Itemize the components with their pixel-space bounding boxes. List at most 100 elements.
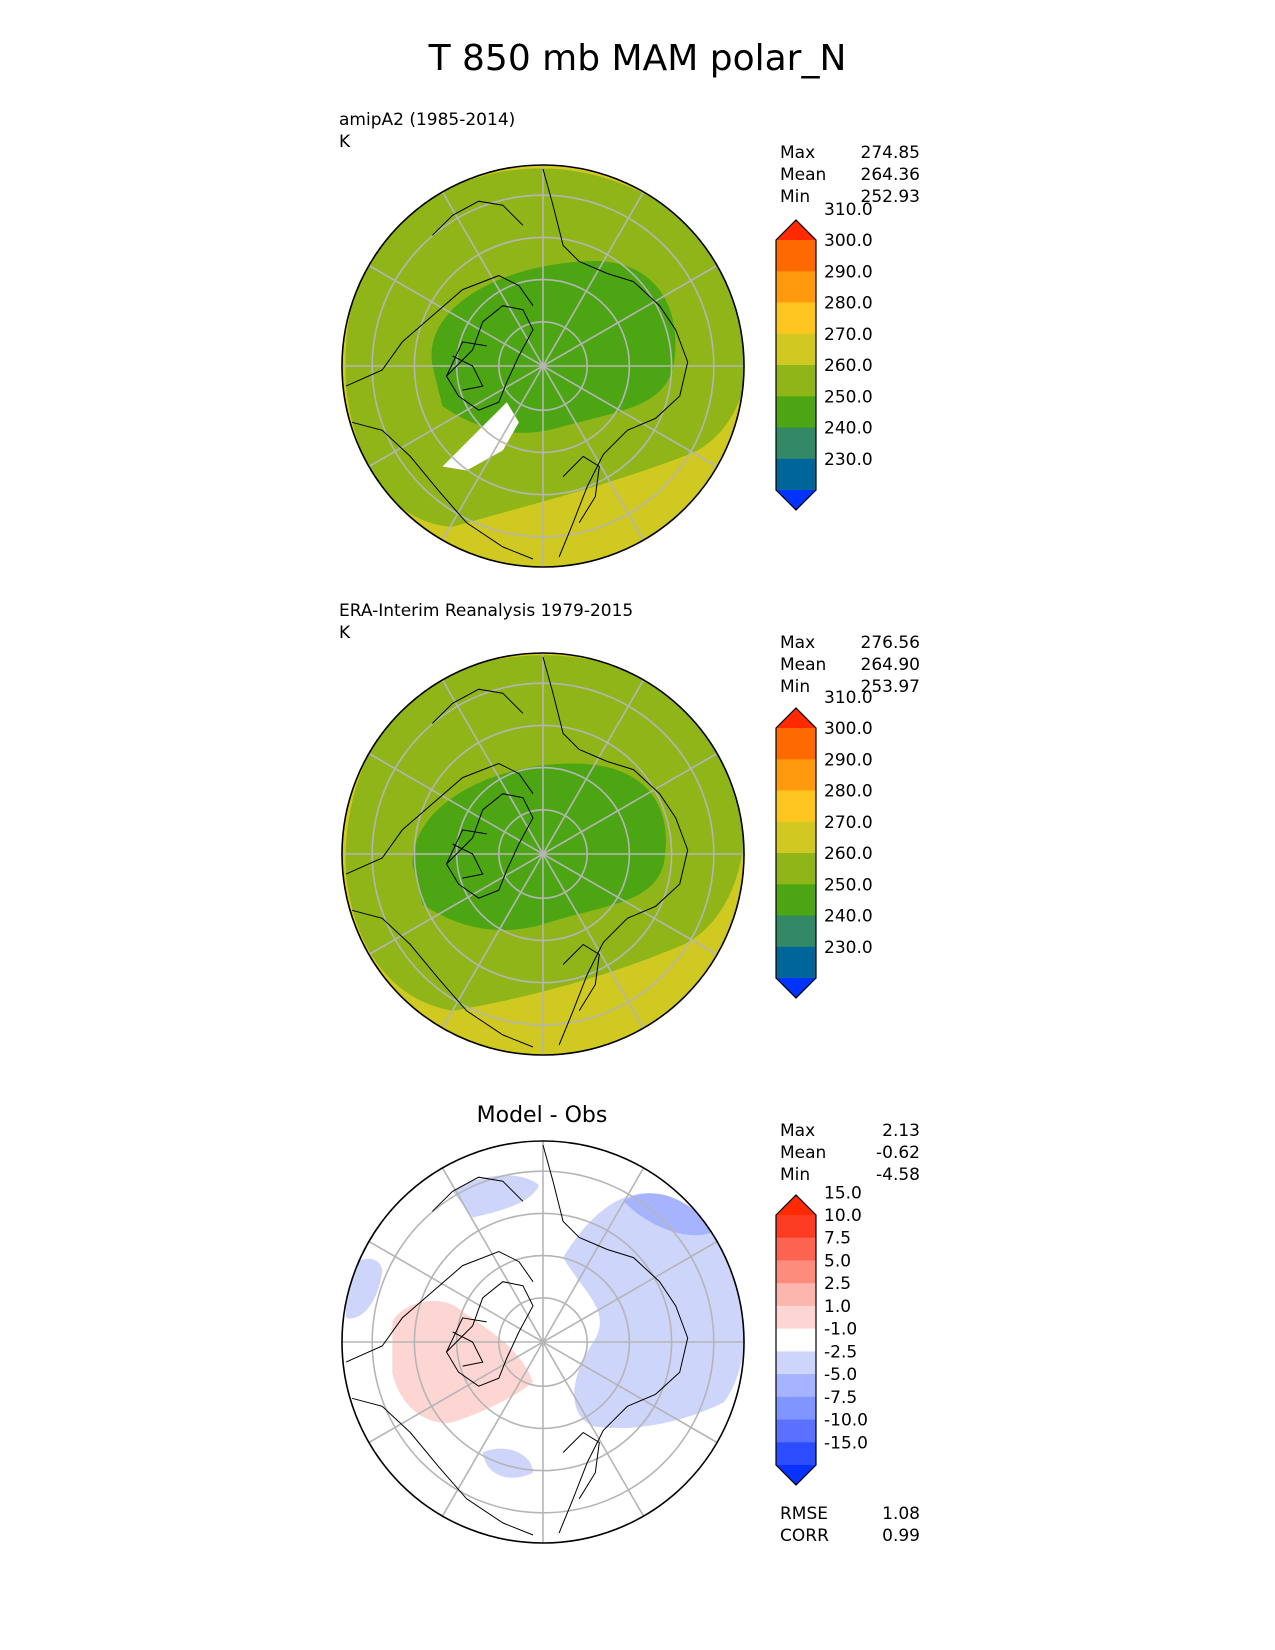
- stat-mean-value: 264.90: [860, 655, 920, 675]
- panel-2-title: ERA-Interim Reanalysis 1979-2015: [339, 601, 634, 621]
- colorbar-tick-label: 290.0: [824, 750, 873, 770]
- colorbar-tick-label: 280.0: [824, 294, 873, 314]
- colorbar-tick-label: 10.0: [824, 1206, 862, 1226]
- colorbar-bin-5: [776, 1305, 816, 1330]
- meridian-line-6: [441, 679, 645, 1029]
- field-region-7: [392, 1300, 533, 1423]
- stat-max-label: Max: [780, 633, 816, 653]
- coastline-scand: [562, 455, 600, 524]
- colorbar-extend-max: [776, 708, 816, 728]
- stat-min-label: Min: [780, 677, 811, 697]
- stat-mean-label: Mean: [780, 165, 827, 185]
- coastline-scand: [562, 1431, 600, 1500]
- colorbar-bin-5: [776, 853, 816, 885]
- colorbar-tick-label: 280.0: [824, 782, 873, 802]
- colorbar-bin-8: [776, 1374, 816, 1398]
- panel-1-label: amipA2 (1985-2014) K: [339, 109, 515, 153]
- colorbar-bin-10: [776, 1419, 816, 1443]
- colorbar-tick-label: 1.0: [824, 1297, 851, 1317]
- stat-max-label: Max: [780, 1121, 816, 1141]
- panel-2-units: K: [339, 623, 351, 643]
- panel-3-metrics: RMSE 1.08 CORR 0.99: [780, 1503, 920, 1547]
- rmse-label: RMSE: [780, 1504, 829, 1524]
- colorbar-tick-label: -10.0: [824, 1411, 868, 1431]
- coastline-scand: [562, 943, 600, 1012]
- coastline-eurasia: [542, 1144, 689, 1534]
- colorbar-bin-7: [776, 915, 816, 948]
- panel-1-stats: Max 274.85 Mean 264.36 Min 252.93: [780, 142, 920, 208]
- stat-mean-label: Mean: [780, 1143, 827, 1163]
- colorbar-tick-label: 240.0: [824, 419, 873, 439]
- colorbar-bin-4: [776, 1283, 816, 1307]
- coastline-eurasia: [542, 656, 689, 1046]
- colorbar-2: 230.0 240.0 250.0 260.0 270.0 280.0 290.0 300.0…: [775, 688, 873, 999]
- colorbar-bin-7: [776, 1351, 816, 1375]
- panel-3-title: Model - Obs: [476, 1103, 608, 1128]
- coastline-na: [345, 1250, 534, 1536]
- map-boundary: [341, 164, 745, 568]
- colorbar-tick-label: 260.0: [824, 356, 873, 376]
- colorbar-tick-label: 15.0: [824, 1183, 862, 1203]
- stat-mean-label: Mean: [780, 655, 827, 675]
- colorbar-bin-6: [776, 396, 816, 429]
- colorbar-tick-label: 260.0: [824, 844, 873, 864]
- colorbar-bin-9: [776, 1396, 816, 1420]
- colorbar-bin-2: [776, 271, 816, 304]
- colorbar-bin-8: [776, 946, 816, 979]
- colorbar-tick-label: 2.5: [824, 1274, 851, 1294]
- colorbar-bin-11: [776, 1442, 816, 1466]
- colorbar-extend-max: [776, 1195, 816, 1215]
- colorbar-bin-1: [776, 1215, 816, 1239]
- panel-1-title: amipA2 (1985-2014): [339, 110, 516, 130]
- colorbar-bin-4: [776, 333, 816, 366]
- figure-title: T 850 mb MAM polar_N: [428, 38, 847, 79]
- colorbar-tick-label: -15.0: [824, 1433, 868, 1453]
- coastline-na: [345, 275, 534, 560]
- map-boundary: [341, 652, 745, 1056]
- stat-max-value: 274.85: [860, 143, 920, 163]
- panel-1-units: K: [339, 132, 351, 152]
- colorbar-tick-label: 240.0: [824, 907, 873, 927]
- coastline-arch: [446, 341, 487, 391]
- stat-mean-value: -0.62: [876, 1143, 920, 1163]
- colorbar-bin-8: [776, 458, 816, 491]
- colorbar-tick-label: 5.0: [824, 1252, 851, 1272]
- stat-mean-value: 264.36: [860, 165, 920, 185]
- coastline-na: [345, 762, 534, 1048]
- colorbar-tick-label: 7.5: [824, 1229, 851, 1249]
- stat-min-value: 252.93: [860, 187, 920, 207]
- corr-label: CORR: [780, 1526, 829, 1546]
- colorbar-bin-4: [776, 821, 816, 854]
- colorbar-tick-label: -2.5: [824, 1342, 857, 1362]
- meridian-line-6: [441, 191, 645, 541]
- colorbar-tick-label: 300.0: [824, 231, 873, 251]
- colorbar-tick-label: 310.0: [824, 200, 873, 220]
- colorbar-bin-1: [776, 240, 816, 272]
- colorbar-extend-min: [776, 1465, 816, 1485]
- colorbar-bin-6: [776, 884, 816, 917]
- colorbar-bin-6: [776, 1328, 816, 1352]
- colorbar-tick-label: 270.0: [824, 325, 873, 345]
- coastline-eurasia: [542, 168, 689, 558]
- field-region-5: [482, 1448, 533, 1478]
- coastline-arch: [446, 1317, 487, 1367]
- colorbar-extend-max: [776, 220, 816, 240]
- colorbar-extend-min: [776, 978, 816, 998]
- colorbar-tick-label: 310.0: [824, 688, 873, 708]
- polar-map-2: [341, 652, 745, 1056]
- panel-2-label: ERA-Interim Reanalysis 1979-2015 K: [339, 600, 633, 644]
- colorbar-bin-3: [776, 302, 816, 335]
- stat-max-label: Max: [780, 143, 816, 163]
- map-boundary: [341, 1140, 745, 1544]
- colorbar-tick-label: -1.0: [824, 1320, 857, 1340]
- field-region-6: [623, 1193, 714, 1236]
- colorbar-outline: [775, 219, 817, 511]
- panel-2-stats: Max 276.56 Mean 264.90 Min 253.97: [780, 632, 920, 698]
- rmse-value: 1.08: [882, 1504, 920, 1524]
- colorbar-tick-label: 290.0: [824, 262, 873, 282]
- colorbar-outline: [775, 1194, 817, 1486]
- field-region-4: [346, 1258, 383, 1319]
- colorbar-tick-label: -7.5: [824, 1388, 857, 1408]
- colorbar-bin-7: [776, 427, 816, 460]
